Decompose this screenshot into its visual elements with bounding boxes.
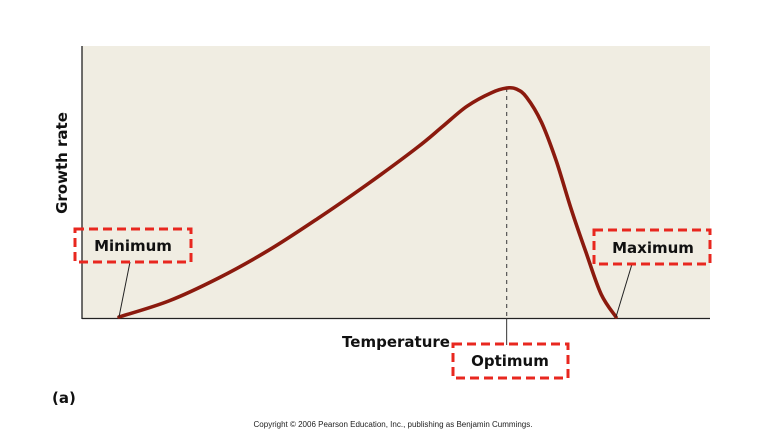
maximum-leader-line [615, 263, 633, 318]
growth-curve [117, 85, 618, 319]
minimum-leader-line [118, 261, 131, 318]
minimum-callout: Minimum [73, 227, 193, 264]
optimum-label: Optimum [471, 352, 549, 370]
x-axis-label: Temperature [342, 333, 450, 351]
optimum-callout-box [451, 342, 570, 380]
maximum-label: Maximum [612, 239, 694, 257]
minimum-label: Minimum [94, 237, 172, 255]
minimum-callout-box [73, 227, 193, 264]
panel-label: (a) [52, 389, 76, 407]
maximum-callout: Maximum [592, 228, 712, 266]
optimum-callout: Optimum [451, 342, 570, 380]
plot-area [82, 46, 710, 318]
copyright-text: Copyright © 2006 Pearson Education, Inc.… [254, 420, 533, 429]
maximum-callout-box [592, 228, 712, 266]
y-axis-label: Growth rate [53, 112, 71, 214]
